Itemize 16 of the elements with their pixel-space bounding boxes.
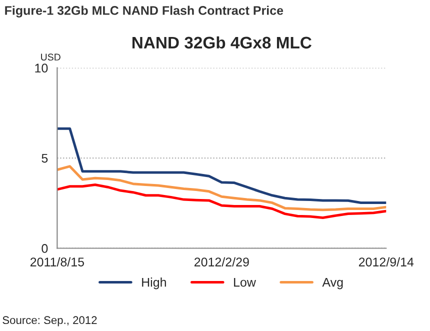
x-tick-label: 2011/8/15 <box>30 257 84 266</box>
y-tick-label: 0 <box>42 244 48 253</box>
x-tick-label: 2012/2/29 <box>194 257 249 266</box>
line-series <box>57 184 386 220</box>
y-tick-label: 10 <box>35 64 48 73</box>
chart-title: Figure-1 32Gb MLC NAND Flash Contract Price <box>5 6 284 18</box>
legend-label: High <box>142 278 166 290</box>
line-series <box>57 165 386 212</box>
y-tick-label: 5 <box>42 154 48 163</box>
chart-subtitle: NAND 32Gb 4Gx8 MLC <box>132 36 312 49</box>
legend-label: Avg <box>322 278 343 290</box>
source-note: Source: Sep., 2012 <box>2 316 97 326</box>
legend-label: Low <box>234 278 256 287</box>
line-series <box>57 127 386 204</box>
x-tick-label: 2012/9/14 <box>358 257 414 266</box>
y-axis-title: USD <box>41 54 60 61</box>
